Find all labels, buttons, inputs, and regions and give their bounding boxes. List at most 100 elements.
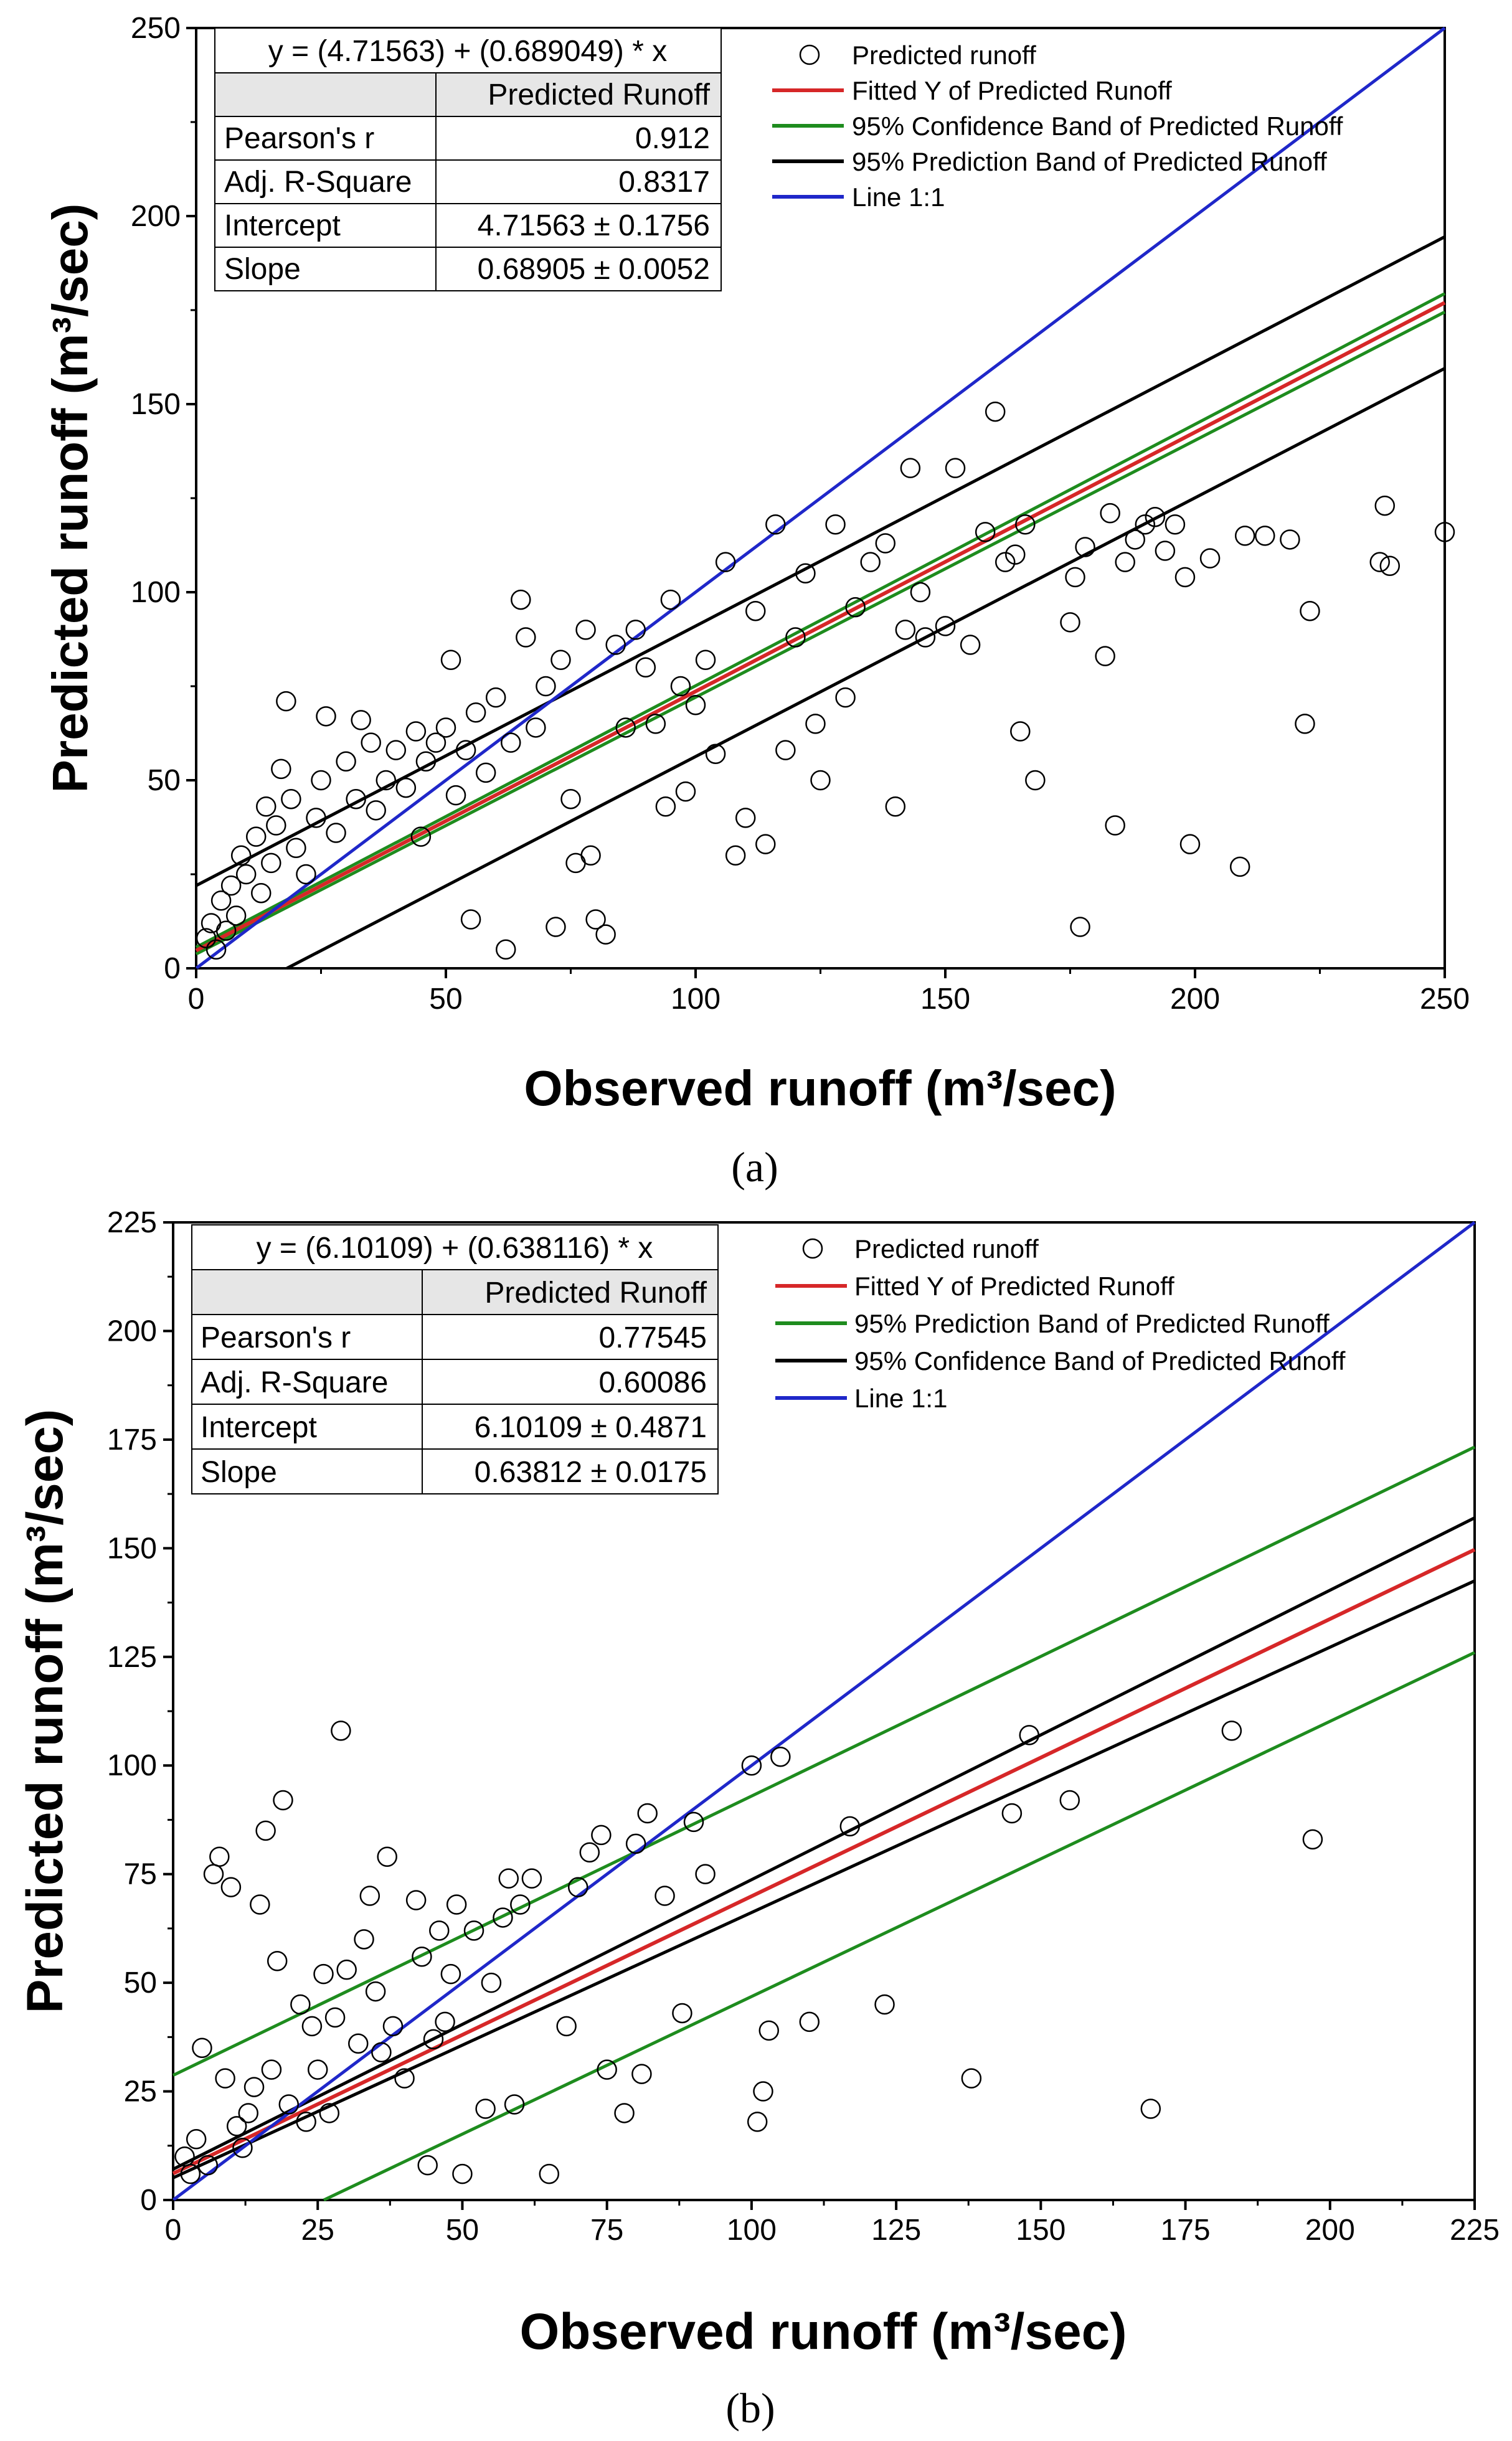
- table-row-value: 0.77545: [598, 1321, 707, 1354]
- data-point: [306, 808, 326, 828]
- x-tick-label: 0: [188, 983, 205, 1016]
- data-point: [1015, 514, 1036, 535]
- data-point: [860, 552, 881, 572]
- data-point: [567, 1877, 588, 1897]
- data-point: [498, 1868, 519, 1889]
- data-point: [463, 1920, 484, 1941]
- data-point: [695, 1864, 716, 1884]
- data-point: [565, 852, 586, 874]
- data-point: [575, 620, 596, 640]
- x-tick-label: 175: [1161, 2214, 1211, 2247]
- table-row-label: Intercept: [224, 209, 341, 242]
- data-point: [885, 796, 906, 817]
- data-point: [238, 2103, 259, 2123]
- data-point: [440, 1963, 461, 1985]
- x-tick-label: 200: [1170, 983, 1220, 1016]
- table-row-label: Pearson's r: [201, 1321, 351, 1354]
- legend-label: 95% Prediction Band of Predicted Runoff: [852, 147, 1327, 176]
- x-axis-label: Observed runoff (m³/sec): [524, 1060, 1116, 1116]
- x-tick-label: 150: [920, 983, 970, 1016]
- x-tick-label: 75: [590, 2214, 623, 2247]
- data-point: [770, 1747, 791, 1767]
- stats-table: y = (6.10109) + (0.638116) * x Predicted…: [191, 1224, 719, 1494]
- data-point: [835, 687, 856, 708]
- data-point: [232, 2138, 253, 2158]
- band-upper-line: [172, 1516, 1476, 2171]
- data-point: [579, 1842, 600, 1863]
- data-point: [385, 740, 407, 760]
- table-row-value: 0.63812 ± 0.0175: [475, 1456, 707, 1489]
- data-point: [1060, 612, 1080, 633]
- data-point: [186, 2129, 207, 2150]
- data-point: [271, 758, 291, 780]
- table-row-value: 0.68905 ± 0.0052: [478, 253, 710, 286]
- data-point: [775, 740, 796, 760]
- data-point: [755, 834, 776, 854]
- data-point: [805, 714, 826, 734]
- x-tick-label: 100: [671, 983, 721, 1016]
- data-point: [735, 808, 756, 828]
- data-point: [445, 785, 466, 806]
- data-point: [209, 1846, 230, 1867]
- data-point: [410, 826, 432, 847]
- scatter-points: [196, 401, 1455, 960]
- legend-label: Line 1:1: [852, 182, 945, 212]
- data-point: [1010, 721, 1031, 742]
- data-point: [1065, 567, 1085, 588]
- x-tick-label: 125: [871, 2214, 921, 2247]
- data-point: [336, 1959, 357, 1980]
- data-point: [215, 2068, 235, 2089]
- data-point: [1145, 506, 1166, 527]
- data-point: [683, 1811, 704, 1833]
- data-point: [395, 777, 417, 798]
- band-lower-line: [195, 310, 1446, 956]
- data-point: [415, 751, 437, 772]
- data-point: [296, 2112, 316, 2132]
- data-point: [382, 2016, 404, 2037]
- x-tick-label: 150: [1016, 2214, 1065, 2247]
- data-point: [290, 1994, 311, 2015]
- data-point: [1135, 514, 1156, 535]
- data-point: [286, 838, 306, 858]
- band-lower-line: [323, 1651, 1476, 2202]
- y-tick-label: 200: [131, 200, 181, 233]
- panel-label: (a): [731, 1143, 778, 1191]
- data-point: [1155, 541, 1176, 561]
- data-point: [935, 616, 956, 636]
- y-axis-label: Predicted runoff (m³/sec): [42, 204, 98, 793]
- data-point: [747, 2112, 768, 2132]
- data-point: [455, 740, 476, 760]
- data-point: [625, 1833, 646, 1854]
- data-point: [511, 589, 531, 610]
- data-point: [366, 800, 386, 821]
- data-point: [266, 815, 286, 836]
- data-point: [394, 2068, 415, 2089]
- data-point: [1095, 646, 1115, 666]
- data-point: [526, 717, 546, 738]
- y-tick-label: 200: [107, 1315, 157, 1348]
- data-point: [1100, 503, 1120, 524]
- data-point: [536, 676, 556, 697]
- scatter-points: [174, 1721, 1323, 2184]
- data-point: [960, 635, 981, 655]
- data-point: [845, 597, 866, 618]
- data-point: [1070, 917, 1090, 937]
- data-point: [1005, 544, 1026, 565]
- data-point: [510, 1894, 531, 1915]
- chart-panel-a: 0 50 100 150 200 250 0 50 100 150 200 250 Observed…: [42, 12, 1470, 1191]
- data-point: [945, 458, 966, 478]
- x-tick-label: 25: [301, 2214, 334, 2247]
- data-point: [452, 2163, 473, 2184]
- data-point: [1280, 529, 1300, 550]
- panel-label: (b): [725, 2384, 775, 2432]
- regression-equation: y = (6.10109) + (0.638116) * x: [257, 1232, 653, 1265]
- data-point: [197, 2155, 218, 2176]
- y-axis-ticks: 0 25 50 75 100 125 150 175 200 225: [107, 1206, 173, 2217]
- y-tick-label: 50: [124, 1966, 157, 2000]
- y-tick-label: 100: [107, 1749, 157, 1782]
- data-point: [1075, 537, 1095, 557]
- table-row-value: 0.912: [635, 122, 710, 155]
- one-to-one-line: [172, 1221, 1476, 2201]
- data-point: [637, 1803, 658, 1824]
